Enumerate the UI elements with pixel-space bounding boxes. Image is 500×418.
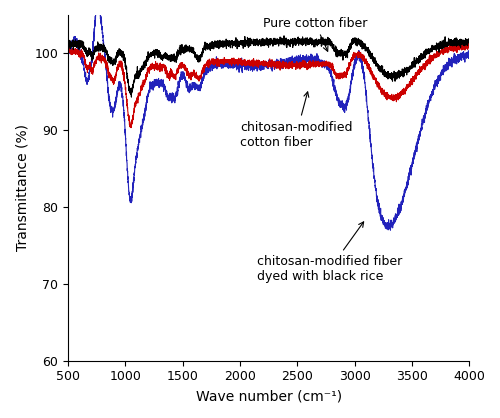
X-axis label: Wave number (cm⁻¹): Wave number (cm⁻¹) <box>196 389 342 403</box>
Text: chitosan-modified
cotton fiber: chitosan-modified cotton fiber <box>240 92 352 149</box>
Text: chitosan-modified fiber
dyed with black rice: chitosan-modified fiber dyed with black … <box>257 222 402 283</box>
Text: Pure cotton fiber: Pure cotton fiber <box>263 17 368 51</box>
Y-axis label: Transmittance (%): Transmittance (%) <box>15 125 29 251</box>
